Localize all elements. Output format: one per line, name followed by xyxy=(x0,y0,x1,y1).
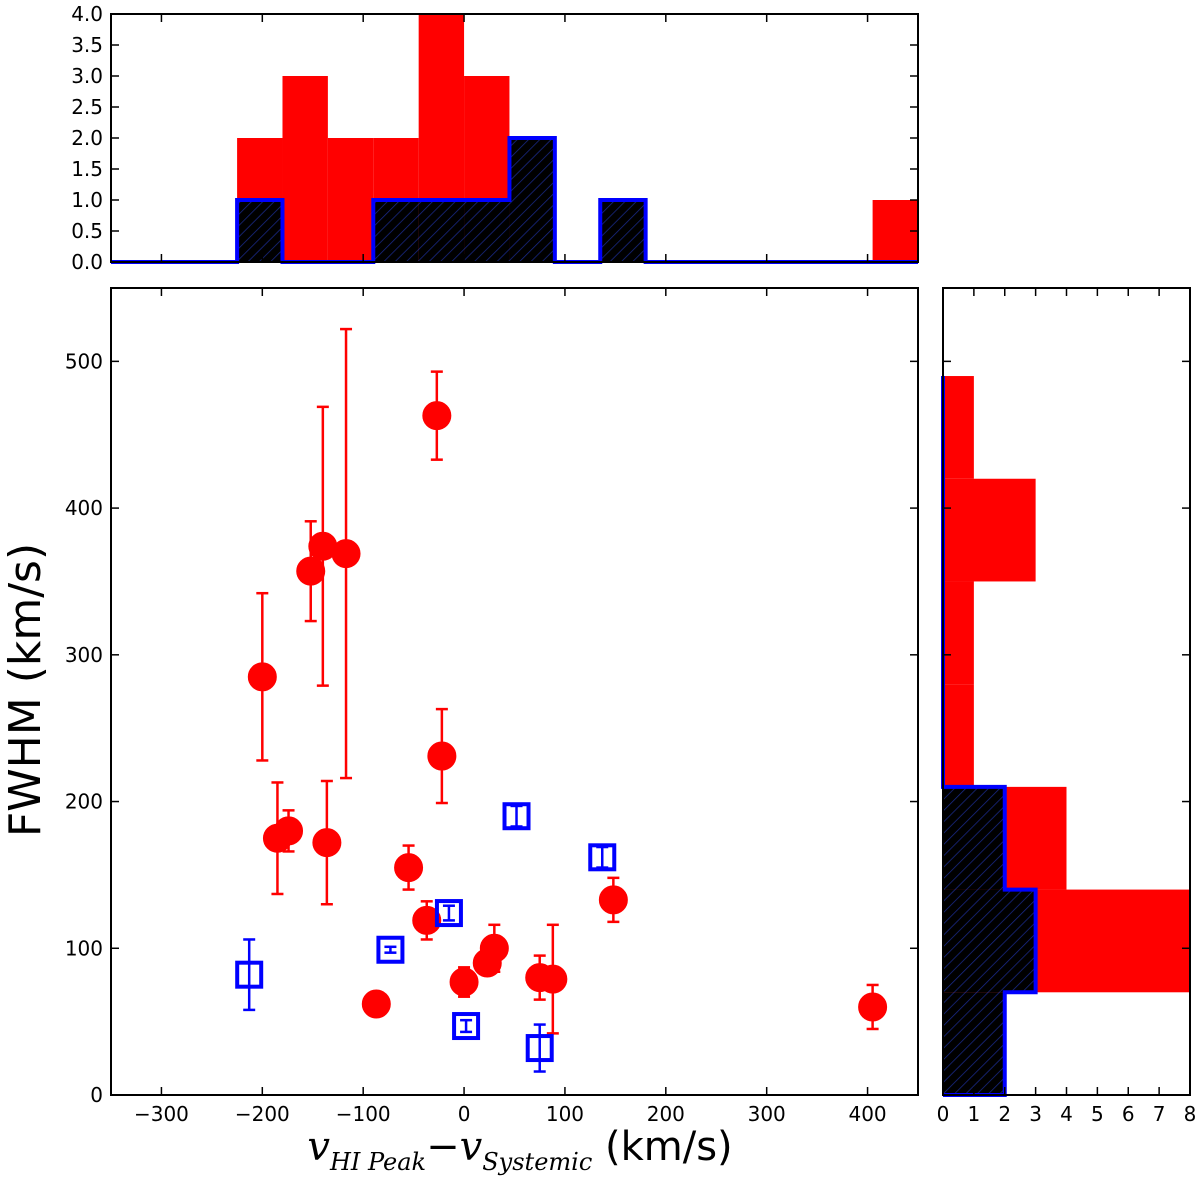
top-blue-bar xyxy=(509,138,555,262)
scatter-frame xyxy=(110,287,919,1096)
red-circle-point xyxy=(296,556,326,586)
x-tick-label: 400 xyxy=(848,1102,886,1126)
top-y-tick-label: 3.5 xyxy=(71,33,103,57)
top-blue-bar xyxy=(464,200,510,262)
red-circle-point xyxy=(427,741,457,771)
right-red-bar xyxy=(943,478,1036,582)
blue-square-point xyxy=(502,802,531,831)
red-circle-point xyxy=(422,401,452,431)
top-blue-bar xyxy=(373,200,419,262)
blue-square-point xyxy=(588,843,617,872)
right-x-tick-label: 5 xyxy=(1091,1102,1104,1126)
top-blue-bar xyxy=(237,200,283,262)
top-y-tick-label: 2.5 xyxy=(71,95,103,119)
right-blue-bar xyxy=(943,786,1005,890)
right-histogram-bars xyxy=(941,376,1190,1097)
right-x-tick-label: 4 xyxy=(1060,1102,1073,1126)
red-circle-point xyxy=(274,816,304,846)
x-tick-label: −200 xyxy=(235,1102,290,1126)
top-y-tick-label: 3.0 xyxy=(71,64,103,88)
scatter-ticks: −300 −200 −100 0 100 200 300 400 0 100 200 300 400 50… xyxy=(65,288,918,1126)
top-y-tick-label: 4.0 xyxy=(71,2,103,26)
top-histogram-bars xyxy=(111,14,918,264)
blue-square-point xyxy=(376,935,405,964)
top-red-bar xyxy=(282,76,328,262)
scatter-panel: −300 −200 −100 0 100 200 300 400 0 100 200 300 400 50… xyxy=(65,287,919,1126)
top-red-bar xyxy=(327,138,374,262)
y-tick-label: 100 xyxy=(65,936,103,960)
top-histogram: 0.0 0.5 1.0 1.5 2.0 2.5 3.0 3.5 4.0 xyxy=(71,2,919,274)
x-axis-title: vHI Peak−vSystemic (km/s) xyxy=(307,1124,732,1176)
top-histogram-ticks: 0.0 0.5 1.0 1.5 2.0 2.5 3.0 3.5 4.0 xyxy=(71,2,918,274)
red-circle-point xyxy=(538,964,568,994)
x-tick-label: 100 xyxy=(546,1102,584,1126)
red-circle-point xyxy=(394,853,424,883)
top-blue-bar xyxy=(600,200,646,262)
red-circle-point xyxy=(858,992,888,1022)
x-tick-label: 200 xyxy=(647,1102,685,1126)
blue-square-point xyxy=(235,960,264,989)
right-x-tick-label: 1 xyxy=(968,1102,981,1126)
top-y-tick-label: 0.5 xyxy=(71,219,103,243)
red-circle-point xyxy=(472,948,502,978)
right-x-tick-label: 8 xyxy=(1184,1102,1197,1126)
top-y-tick-label: 1.0 xyxy=(71,188,103,212)
right-red-bar xyxy=(943,581,974,685)
y-tick-label: 200 xyxy=(65,790,103,814)
right-x-tick-label: 2 xyxy=(998,1102,1011,1126)
scatter-points xyxy=(235,327,888,1073)
right-red-bar xyxy=(943,376,974,479)
x-tick-label: −300 xyxy=(134,1102,189,1126)
y-tick-label: 400 xyxy=(65,496,103,520)
x-tick-label: 0 xyxy=(458,1102,471,1126)
red-circle-point xyxy=(331,539,361,569)
top-y-tick-label: 1.5 xyxy=(71,157,103,181)
x-tick-label: −100 xyxy=(336,1102,391,1126)
right-x-tick-label: 0 xyxy=(937,1102,950,1126)
blue-square-point xyxy=(525,1034,554,1063)
right-blue-bar xyxy=(943,992,1005,1095)
top-histogram-frame xyxy=(110,13,919,263)
x-tick-label: 300 xyxy=(748,1102,786,1126)
right-x-tick-label: 3 xyxy=(1029,1102,1042,1126)
red-circle-point xyxy=(412,905,442,935)
right-x-tick-label: 6 xyxy=(1122,1102,1135,1126)
right-red-bar xyxy=(943,684,974,787)
blue-square-point xyxy=(452,1012,481,1041)
top-y-tick-label: 0.0 xyxy=(71,250,103,274)
y-tick-label: 0 xyxy=(90,1083,103,1107)
right-x-tick-label: 7 xyxy=(1153,1102,1166,1126)
red-circle-point xyxy=(247,662,277,692)
red-circle-point xyxy=(312,828,342,858)
red-circle-point xyxy=(598,885,628,915)
top-blue-bar xyxy=(418,200,465,262)
y-axis-title: FWHM (km/s) xyxy=(0,543,51,837)
top-y-tick-label: 2.0 xyxy=(71,126,103,150)
y-tick-label: 500 xyxy=(65,349,103,373)
right-histogram-frame xyxy=(942,287,1191,1096)
right-blue-bar xyxy=(943,889,1036,993)
y-tick-label: 300 xyxy=(65,643,103,667)
red-circle-point xyxy=(449,967,479,997)
red-circle-point xyxy=(361,989,391,1019)
blue-square-point xyxy=(434,899,463,928)
